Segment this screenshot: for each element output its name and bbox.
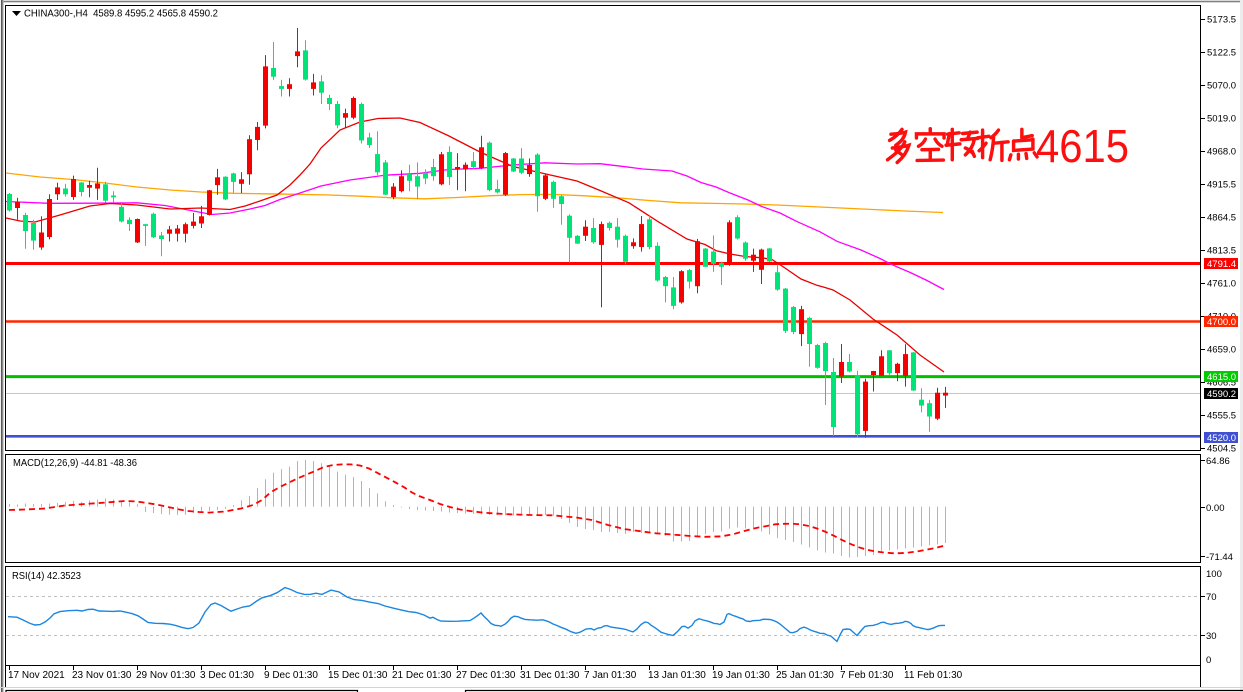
svg-text:4615.0: 4615.0 (1207, 372, 1236, 383)
svg-text:5070.0: 5070.0 (1207, 81, 1236, 92)
svg-text:CHINA300-,H4 4589.8 4595.2 45: CHINA300-,H4 4589.8 4595.2 4565.8 4590.2 (24, 8, 218, 20)
svg-text:4700.0: 4700.0 (1207, 317, 1236, 328)
svg-text:0: 0 (1206, 655, 1211, 666)
svg-text:13 Jan 01:30: 13 Jan 01:30 (648, 670, 706, 681)
svg-text:0.00: 0.00 (1206, 503, 1225, 514)
svg-text:25 Jan 01:30: 25 Jan 01:30 (776, 670, 834, 681)
svg-text:4606.5: 4606.5 (1207, 378, 1236, 389)
svg-text:RSI(14) 42.3523: RSI(14) 42.3523 (12, 570, 81, 582)
svg-text:100: 100 (1206, 569, 1222, 580)
svg-text:4504.5: 4504.5 (1207, 444, 1236, 455)
svg-text:4915.5: 4915.5 (1207, 180, 1236, 191)
svg-text:19 Jan 01:30: 19 Jan 01:30 (712, 670, 770, 681)
svg-text:3 Dec 01:30: 3 Dec 01:30 (200, 670, 254, 681)
svg-text:64.86: 64.86 (1206, 456, 1230, 467)
svg-text:4659.0: 4659.0 (1207, 345, 1236, 356)
svg-text:5122.5: 5122.5 (1207, 48, 1236, 59)
svg-text:27 Dec 01:30: 27 Dec 01:30 (456, 670, 516, 681)
svg-text:31 Dec 01:30: 31 Dec 01:30 (520, 670, 580, 681)
svg-text:4520.0: 4520.0 (1207, 433, 1236, 444)
svg-text:21 Dec 01:30: 21 Dec 01:30 (392, 670, 452, 681)
svg-text:11 Feb 01:30: 11 Feb 01:30 (904, 670, 963, 681)
svg-text:4555.5: 4555.5 (1207, 411, 1236, 422)
svg-text:9 Dec 01:30: 9 Dec 01:30 (264, 670, 318, 681)
svg-text:17 Nov 2021: 17 Nov 2021 (8, 670, 65, 681)
svg-text:5019.0: 5019.0 (1207, 114, 1236, 125)
svg-text:4761.0: 4761.0 (1207, 279, 1236, 290)
svg-text:5173.5: 5173.5 (1207, 15, 1236, 26)
svg-text:15 Dec 01:30: 15 Dec 01:30 (328, 670, 388, 681)
svg-text:70: 70 (1206, 592, 1217, 603)
svg-text:4791.4: 4791.4 (1207, 259, 1236, 270)
svg-text:7 Feb 01:30: 7 Feb 01:30 (840, 670, 894, 681)
svg-text:4590.2: 4590.2 (1207, 389, 1236, 400)
svg-text:4968.0: 4968.0 (1207, 147, 1236, 158)
svg-text:4864.5: 4864.5 (1207, 213, 1236, 224)
svg-text:23 Nov 01:30: 23 Nov 01:30 (72, 670, 132, 681)
svg-text:4813.5: 4813.5 (1207, 246, 1236, 257)
svg-text:4615: 4615 (1036, 120, 1129, 172)
svg-text:-71.44: -71.44 (1206, 552, 1233, 563)
svg-text:30: 30 (1206, 631, 1217, 642)
svg-text:29 Nov 01:30: 29 Nov 01:30 (136, 670, 196, 681)
svg-text:MACD(12,26,9) -44.81 -48.36: MACD(12,26,9) -44.81 -48.36 (13, 457, 137, 469)
svg-text:7 Jan 01:30: 7 Jan 01:30 (584, 670, 637, 681)
